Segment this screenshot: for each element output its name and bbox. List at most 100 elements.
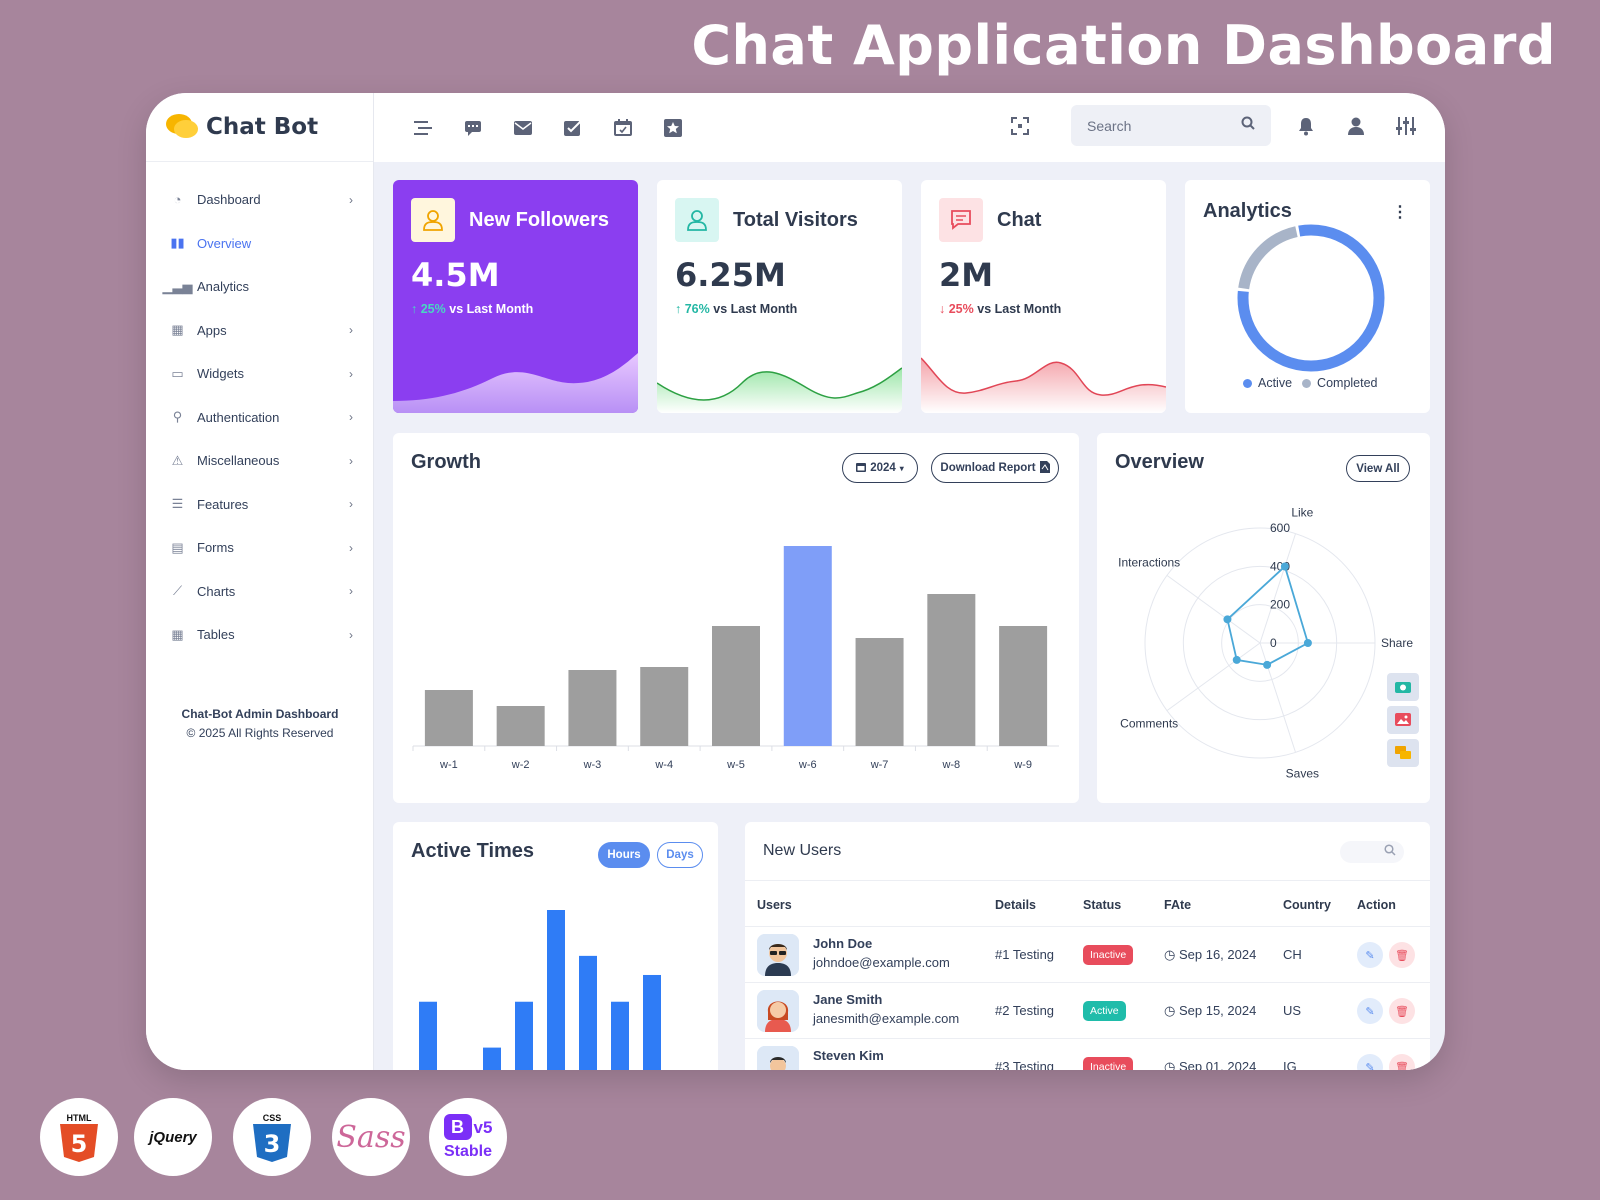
user-date: ◷ Sep 15, 2024 — [1164, 1003, 1257, 1018]
search-box — [1071, 105, 1271, 146]
chat-icon[interactable] — [448, 113, 498, 143]
app-window: Chat Bot ◔ Dashboard › ▮▮ Overview ▁▃▅ Analyti… — [146, 93, 1445, 1070]
stat-change: ↑ 25% vs Last Month — [411, 302, 534, 316]
edit-icon[interactable]: ✎ — [1357, 1054, 1383, 1070]
card-title: Active Times — [411, 840, 535, 862]
sidebar-item-analytics[interactable]: ▁▃▅ Analytics — [146, 265, 373, 309]
radar-spoke — [1166, 642, 1261, 711]
table-search[interactable] — [1340, 841, 1404, 863]
sidebar: Chat Bot ◔ Dashboard › ▮▮ Overview ▁▃▅ Analyti… — [146, 93, 374, 1070]
footer-title: Chat-Bot Admin Dashboard — [181, 707, 339, 721]
card-title: Overview — [1115, 451, 1204, 473]
users-icon — [675, 198, 719, 242]
radar-axis-label: Interactions — [1118, 555, 1180, 569]
stat-title: New Followers — [469, 208, 610, 231]
donut-slice-completed — [1237, 224, 1385, 372]
status-badge: Inactive — [1083, 1057, 1134, 1070]
table-row[interactable]: Jane Smith janesmith@example.com #2 Test… — [745, 982, 1430, 1038]
stat-title: Chat — [997, 208, 1042, 231]
sidebar-item-authentication[interactable]: ⚲ Authentication › — [146, 396, 373, 440]
sidebar-item-label: Overview — [197, 235, 252, 251]
stat-card-chat[interactable]: Chat 2M ↓ 25% vs Last Month — [921, 180, 1166, 413]
sidebar-item-tables[interactable]: ▦ Tables › — [146, 613, 373, 657]
view-all-button[interactable]: View All — [1346, 455, 1410, 482]
year-select[interactable]: 2024 ▾ — [842, 453, 918, 483]
radar-spoke — [1259, 533, 1297, 644]
clock-icon: ◷ — [1164, 1003, 1176, 1018]
radar-axis-label: Share — [1381, 636, 1413, 650]
growth-bar — [783, 546, 832, 746]
card-title: Analytics — [1203, 200, 1292, 222]
growth-bar — [712, 626, 760, 746]
mail-icon[interactable] — [498, 113, 548, 143]
stat-title: Total Visitors — [733, 208, 858, 231]
radar-spoke — [1166, 575, 1261, 644]
sidebar-item-label: Authentication — [197, 409, 280, 425]
bell-icon[interactable] — [1288, 111, 1324, 141]
status-badge: Active — [1083, 1001, 1126, 1021]
stat-card-new-followers[interactable]: New Followers 4.5M ↑ 25% vs Last Month — [393, 180, 638, 413]
sidebar-item-apps[interactable]: ▦ Apps › — [146, 309, 373, 353]
sidebar-item-features[interactable]: ☰ Features › — [146, 483, 373, 527]
sidebar-item-overview[interactable]: ▮▮ Overview — [146, 222, 373, 266]
sidebar-item-charts[interactable]: ⟋ Charts › — [146, 570, 373, 614]
search-icon — [1384, 843, 1396, 861]
growth-card: Growth 2024 ▾ Download Report w-1 w-2 w-3 w… — [393, 433, 1079, 803]
caret-down-icon: ▾ — [899, 463, 904, 473]
x-tick-label: w-9 — [1013, 759, 1032, 771]
table-row[interactable]: Steven Kim #3 Testing Inactive ◷ Sep 01,… — [745, 1038, 1430, 1070]
radar-tick-label: 200 — [1270, 598, 1290, 612]
menu-toggle-icon[interactable] — [398, 113, 448, 143]
image-icon[interactable] — [1386, 705, 1419, 734]
active-times-bar — [547, 910, 565, 1070]
avatar — [757, 990, 799, 1032]
download-report-button[interactable]: Download Report — [931, 453, 1059, 483]
radar-series-line — [1226, 564, 1309, 666]
sidebar-item-widgets[interactable]: ▭ Widgets › — [146, 352, 373, 396]
settings-sliders-icon[interactable] — [1388, 111, 1424, 141]
sidebar-item-label: Apps — [197, 322, 227, 338]
search-input[interactable] — [1087, 117, 1227, 134]
avatar — [757, 1046, 799, 1070]
new-users-card: New Users Users Details Status FAte Coun… — [745, 822, 1430, 1070]
x-tick-label: w-5 — [726, 759, 745, 771]
fullscreen-icon[interactable] — [1002, 111, 1038, 141]
sidebar-item-dashboard[interactable]: ◔ Dashboard › — [146, 178, 373, 222]
overview-radar-chart: LikeShareSavesCommentsInteractions020040… — [1118, 506, 1413, 781]
chat-bubbles-icon[interactable] — [1386, 738, 1419, 767]
warning-icon: ⚠ — [171, 452, 184, 468]
trash-icon[interactable]: 🗑 — [1389, 998, 1415, 1024]
user-details: #3 Testing — [995, 1059, 1055, 1070]
column-header: Users — [757, 898, 792, 912]
x-tick-label: w-8 — [941, 759, 960, 771]
user-country: IG — [1283, 1059, 1297, 1070]
sidebar-item-forms[interactable]: ▤ Forms › — [146, 526, 373, 570]
trash-icon[interactable]: 🗑 — [1389, 942, 1415, 968]
sidebar-item-miscellaneous[interactable]: ⚠ Miscellaneous › — [146, 439, 373, 483]
stat-card-total-visitors[interactable]: Total Visitors 6.25M ↑ 76% vs Last Month — [657, 180, 902, 413]
calendar-icon[interactable] — [598, 113, 648, 143]
radar-axis-label: Like — [1291, 506, 1313, 520]
customizer-strip — [1380, 665, 1425, 775]
topbar — [374, 93, 1445, 162]
tab-hours[interactable]: Hours — [598, 842, 650, 868]
radar-point — [1303, 639, 1312, 647]
table-row[interactable]: John Doe johndoe@example.com #1 Testing … — [745, 926, 1430, 982]
active-times-bar — [419, 1001, 437, 1070]
search-icon[interactable] — [1241, 116, 1255, 135]
logo[interactable]: Chat Bot — [146, 93, 373, 162]
task-check-icon[interactable] — [548, 113, 598, 143]
star-icon[interactable] — [648, 113, 698, 143]
user-icon[interactable] — [1338, 111, 1374, 141]
camera-icon[interactable] — [1386, 673, 1419, 702]
more-options-icon[interactable]: ⋮ — [1392, 204, 1408, 221]
trash-icon[interactable]: 🗑 — [1389, 1054, 1415, 1070]
user-details: #1 Testing — [995, 947, 1055, 962]
sidebar-item-label: Widgets — [197, 366, 244, 382]
edit-icon[interactable]: ✎ — [1357, 942, 1383, 968]
version-label: v5 — [473, 1117, 493, 1137]
edit-icon[interactable]: ✎ — [1357, 998, 1383, 1024]
tab-days[interactable]: Days — [657, 842, 703, 868]
radar-axis-label: Comments — [1120, 717, 1178, 731]
chevron-right-icon: › — [349, 323, 353, 338]
